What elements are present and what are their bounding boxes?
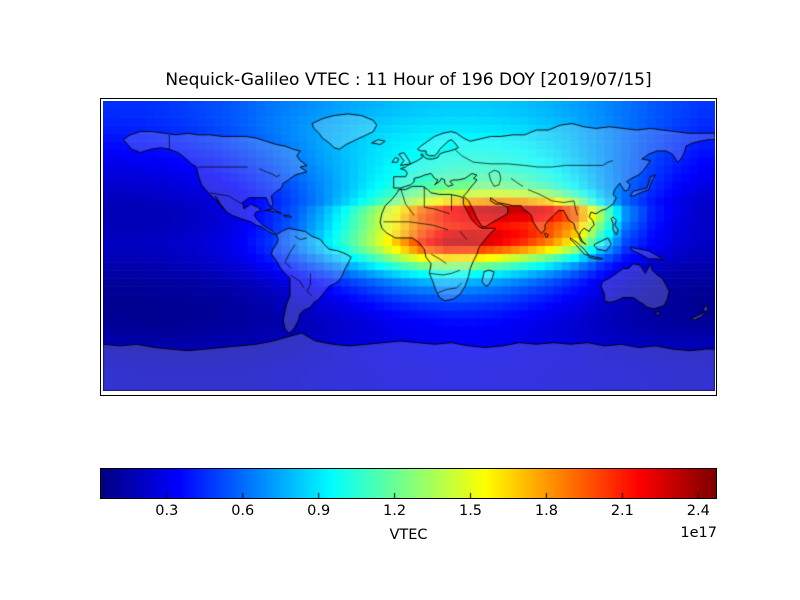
plot-title: Nequick-Galileo VTEC : 11 Hour of 196 DO…	[165, 70, 652, 90]
colorbar-axis-label: VTEC	[389, 527, 428, 543]
vtec-heatmap-canvas	[103, 101, 715, 391]
colorbar-gradient-canvas	[101, 469, 716, 498]
colorbar	[100, 468, 717, 499]
colorbar-tick-label: 0.9	[307, 503, 331, 519]
colorbar-tick-label: 0.6	[231, 503, 255, 519]
colorbar-tick-label: 1.2	[383, 503, 407, 519]
colorbar-tick-label: 2.1	[610, 503, 634, 519]
colorbar-tick-label: 1.8	[534, 503, 558, 519]
colorbar-tick-label: 0.3	[155, 503, 179, 519]
map-axes	[100, 98, 717, 396]
colorbar-tick-label: 2.4	[686, 503, 710, 519]
colorbar-offset-text: 1e17	[680, 525, 717, 541]
colorbar-tick-label: 1.5	[458, 503, 483, 519]
